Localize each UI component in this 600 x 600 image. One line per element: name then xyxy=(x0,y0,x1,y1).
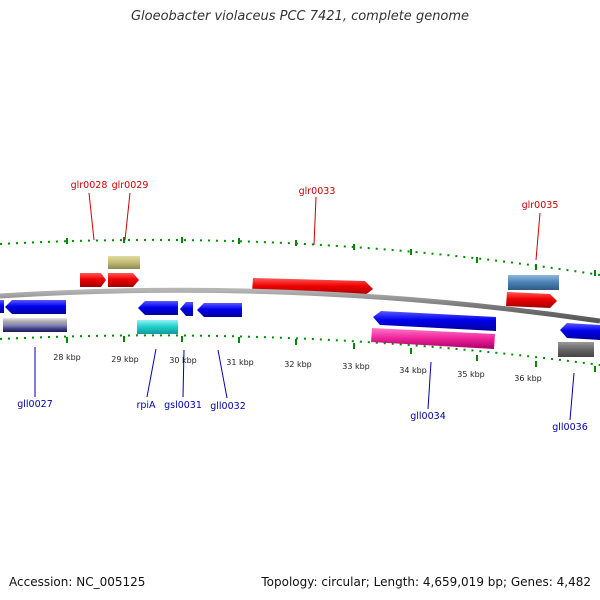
gene-label-glr0028[interactable]: glr0028 xyxy=(71,180,108,191)
kbp-label: 30 kbp xyxy=(169,356,197,365)
gene-rpiA[interactable] xyxy=(138,301,178,315)
kbp-label: 35 kbp xyxy=(457,370,485,379)
gene-gll0032[interactable] xyxy=(197,303,242,317)
leader-line xyxy=(217,349,228,399)
kbp-label: 32 kbp xyxy=(284,360,312,369)
gene-glr0035-box[interactable] xyxy=(508,275,559,290)
gene-gll0036-box[interactable] xyxy=(558,342,594,357)
gene-label-gll0032[interactable]: gll0032 xyxy=(210,401,246,412)
leader-line xyxy=(313,196,317,246)
kbp-label: 28 kbp xyxy=(53,353,81,362)
kbp-label: 34 kbp xyxy=(399,366,427,375)
reverse-tick-track xyxy=(0,334,600,372)
reverse-genes xyxy=(0,300,600,357)
kbp-label: 36 kbp xyxy=(514,374,542,383)
kbp-labels: 28 kbp 29 kbp 30 kbp 31 kbp 32 kbp 33 kb… xyxy=(53,353,542,383)
kbp-label: 31 kbp xyxy=(226,358,254,367)
leader-line xyxy=(146,348,157,398)
gene-rpiA-box[interactable] xyxy=(137,320,178,334)
gene-glr0035[interactable] xyxy=(506,292,557,308)
gene-gll0027-box[interactable] xyxy=(3,318,67,332)
gene-edge-left[interactable] xyxy=(0,300,4,313)
gene-gll0034[interactable] xyxy=(373,311,496,331)
kbp-label: 33 kbp xyxy=(342,362,370,371)
gene-label-rpiA[interactable]: rpiA xyxy=(136,400,156,411)
gene-gll0034-box[interactable] xyxy=(371,328,495,349)
leader-line xyxy=(124,192,131,241)
gene-gll0036[interactable] xyxy=(560,323,600,340)
reverse-gene-labels: gll0027 rpiA gsl0031 gll0032 gll0034 gll… xyxy=(17,347,588,433)
forward-tick-track xyxy=(0,237,600,276)
gene-label-glr0033[interactable]: glr0033 xyxy=(299,186,336,197)
gene-label-glr0029[interactable]: glr0029 xyxy=(112,180,149,191)
gene-glr0028[interactable] xyxy=(80,273,106,287)
genome-summary-text: Topology: circular; Length: 4,659,019 bp… xyxy=(261,575,591,589)
map-title: Gloeobacter violaceus PCC 7421, complete… xyxy=(130,9,470,24)
gene-glr0029[interactable] xyxy=(108,273,139,287)
leader-line xyxy=(88,192,95,241)
forward-genes xyxy=(80,256,559,308)
gene-glr0028-box[interactable] xyxy=(108,256,140,269)
leader-line xyxy=(569,372,575,421)
genome-backbone xyxy=(0,287,600,324)
gene-label-gll0027[interactable]: gll0027 xyxy=(17,399,53,410)
leader-line xyxy=(427,361,432,410)
forward-gene-labels: glr0028 glr0029 glr0033 glr0035 xyxy=(71,180,559,261)
leader-line xyxy=(182,349,185,398)
gene-label-gll0034[interactable]: gll0034 xyxy=(410,411,446,422)
gene-label-glr0035[interactable]: glr0035 xyxy=(522,200,559,211)
kbp-label: 29 kbp xyxy=(111,355,139,364)
gene-gsl0031[interactable] xyxy=(180,302,193,316)
leader-line xyxy=(535,212,541,261)
gene-label-gsl0031[interactable]: gsl0031 xyxy=(164,400,202,411)
gene-label-gll0036[interactable]: gll0036 xyxy=(552,422,588,433)
gene-gll0027[interactable] xyxy=(5,300,66,314)
accession-text: Accession: NC_005125 xyxy=(9,575,146,589)
